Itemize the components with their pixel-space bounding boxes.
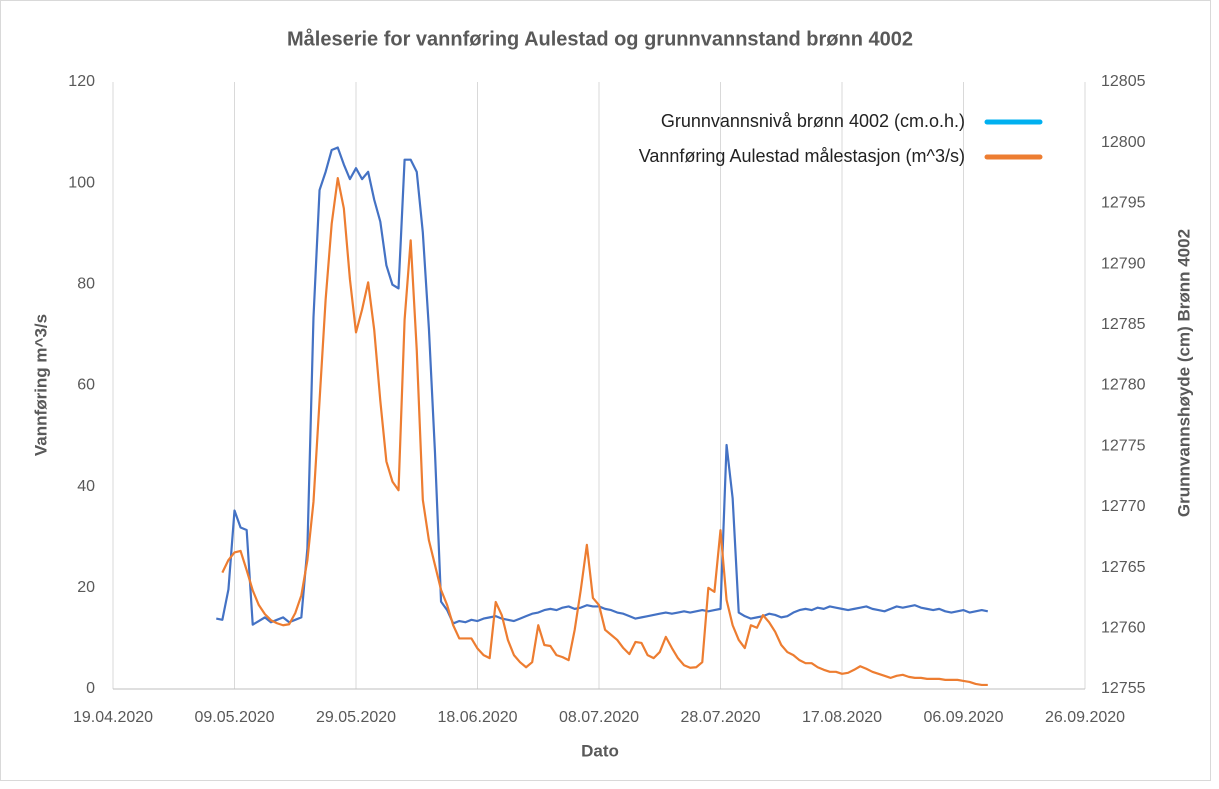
y2-tick-label: 12770 <box>1101 498 1146 515</box>
y2-tick-label: 12755 <box>1101 680 1146 697</box>
y2-tick-label: 12800 <box>1101 134 1146 151</box>
y2-tick-label: 12785 <box>1101 316 1146 333</box>
legend-label: Grunnvannsnivå brønn 4002 (cm.o.h.) <box>661 111 965 131</box>
y2-tick-label: 12790 <box>1101 255 1146 272</box>
x-tick-label: 28.07.2020 <box>680 709 760 726</box>
y2-tick-label: 12795 <box>1101 195 1146 212</box>
legend-label: Vannføring Aulestad målestasjon (m^3/s) <box>639 146 965 166</box>
y-tick-label: 40 <box>77 478 95 495</box>
y2-tick-label: 12760 <box>1101 620 1146 637</box>
data-line <box>216 146 989 626</box>
chart-title: Måleserie for vannføring Aulestad og gru… <box>287 27 913 50</box>
y-tick-label: 100 <box>68 174 95 191</box>
data-line <box>221 177 988 687</box>
y-tick-label: 20 <box>77 579 95 596</box>
y-tick-label: 60 <box>77 377 95 394</box>
x-tick-label: 29.05.2020 <box>316 709 396 726</box>
x-tick-label: 19.04.2020 <box>73 709 153 726</box>
x-axis-label: Dato <box>581 741 619 760</box>
y2-tick-label: 12775 <box>1101 437 1146 454</box>
y2-tick-label: 12765 <box>1101 559 1146 576</box>
y-tick-label: 80 <box>77 276 95 293</box>
x-tick-label: 17.08.2020 <box>802 709 882 726</box>
x-tick-label: 08.07.2020 <box>559 709 639 726</box>
y2-axis-label: Grunnvannshøyde (cm) Brønn 4002 <box>1174 229 1193 517</box>
y2-tick-label: 12805 <box>1101 73 1146 90</box>
x-tick-label: 26.09.2020 <box>1045 709 1125 726</box>
x-tick-label: 09.05.2020 <box>194 709 274 726</box>
y2-tick-label: 12780 <box>1101 377 1146 394</box>
x-tick-label: 18.06.2020 <box>437 709 517 726</box>
y-axis-label: Vannføring m^3/s <box>31 314 50 456</box>
x-tick-label: 06.09.2020 <box>923 709 1003 726</box>
y-tick-label: 0 <box>86 680 95 697</box>
y-tick-label: 120 <box>68 73 95 90</box>
